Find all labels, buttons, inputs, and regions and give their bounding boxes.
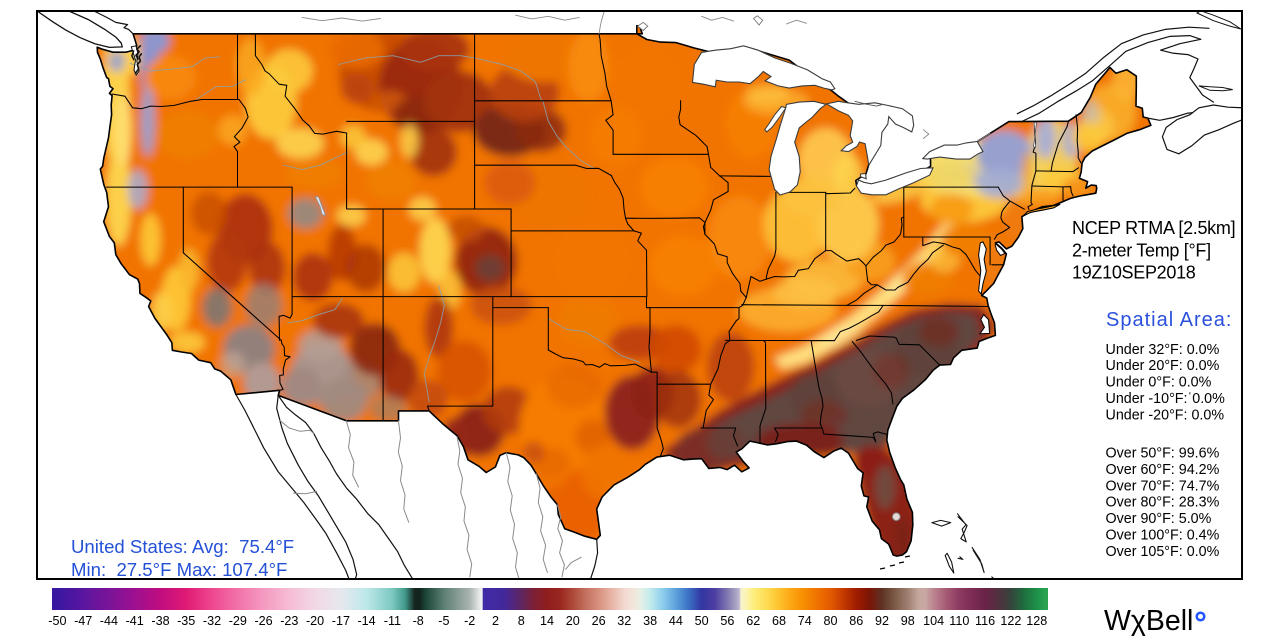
svg-text:-44: -44 bbox=[100, 614, 118, 628]
svg-text:44: 44 bbox=[669, 614, 683, 628]
svg-text:Under 0°F: 0.0%: Under 0°F: 0.0% bbox=[1106, 375, 1212, 391]
svg-text:32: 32 bbox=[617, 614, 631, 628]
svg-text:98: 98 bbox=[901, 614, 915, 628]
svg-text:Under -20°F: 0.0%: Under -20°F: 0.0% bbox=[1106, 407, 1225, 423]
svg-text:116: 116 bbox=[975, 614, 995, 628]
svg-text:14: 14 bbox=[540, 614, 554, 628]
svg-text:26: 26 bbox=[592, 614, 606, 628]
svg-text:Under 32°F: 0.0%: Under 32°F: 0.0% bbox=[1106, 342, 1220, 358]
svg-text:-32: -32 bbox=[203, 614, 221, 628]
svg-text:-2: -2 bbox=[464, 614, 475, 628]
svg-text:Under -10°F:ˈ0.0%: Under -10°F:ˈ0.0% bbox=[1106, 391, 1226, 407]
svg-text:-29: -29 bbox=[229, 614, 247, 628]
svg-text:-38: -38 bbox=[151, 614, 169, 628]
svg-text:128: 128 bbox=[1026, 614, 1047, 628]
svg-text:68: 68 bbox=[772, 614, 786, 628]
svg-text:122: 122 bbox=[1000, 614, 1021, 628]
svg-text:86: 86 bbox=[849, 614, 863, 628]
svg-text:2-meter Temp [°F]: 2-meter Temp [°F] bbox=[1072, 241, 1211, 261]
svg-text:-26: -26 bbox=[254, 614, 272, 628]
svg-text:8: 8 bbox=[518, 614, 525, 628]
svg-text:-8: -8 bbox=[413, 614, 424, 628]
svg-text:-11: -11 bbox=[384, 614, 401, 628]
svg-text:80: 80 bbox=[823, 614, 837, 628]
svg-text:Min: 27.5°F Max: 107.4°F: Min: 27.5°F Max: 107.4°F bbox=[71, 559, 287, 580]
svg-text:Over 60°F: 94.2%: Over 60°F: 94.2% bbox=[1106, 462, 1220, 478]
svg-text:-17: -17 bbox=[332, 614, 350, 628]
svg-text:104: 104 bbox=[923, 614, 944, 628]
svg-text:-23: -23 bbox=[280, 614, 298, 628]
svg-text:-47: -47 bbox=[74, 614, 92, 628]
svg-text:Spatial Area:: Spatial Area: bbox=[1106, 309, 1232, 331]
svg-text:-50: -50 bbox=[48, 614, 66, 628]
svg-text:19Z10SEP2018: 19Z10SEP2018 bbox=[1072, 263, 1196, 283]
svg-text:-5: -5 bbox=[438, 614, 449, 628]
svg-text:Over 105°F: 0.0%: Over 105°F: 0.0% bbox=[1106, 544, 1220, 560]
svg-text:2: 2 bbox=[492, 614, 499, 628]
svg-text:20: 20 bbox=[566, 614, 580, 628]
svg-text:-14: -14 bbox=[357, 614, 375, 628]
svg-text:Over 70°F: 74.7%: Over 70°F: 74.7% bbox=[1106, 478, 1220, 494]
svg-text:United States: Avg: 75.4°F: United States: Avg: 75.4°F bbox=[71, 536, 294, 557]
svg-text:Over 100°F: 0.4%: Over 100°F: 0.4% bbox=[1106, 528, 1220, 544]
svg-text:92: 92 bbox=[875, 614, 889, 628]
svg-text:Over 50°F: 99.6%: Over 50°F: 99.6% bbox=[1106, 446, 1220, 462]
svg-text:Under 20°F: 0.0%: Under 20°F: 0.0% bbox=[1106, 358, 1220, 374]
svg-text:NCEP RTMA [2.5km]: NCEP RTMA [2.5km] bbox=[1072, 218, 1235, 238]
svg-text:-35: -35 bbox=[177, 614, 195, 628]
svg-text:Over 90°F: 5.0%: Over 90°F: 5.0% bbox=[1106, 511, 1212, 527]
svg-text:Over 80°F: 28.3%: Over 80°F: 28.3% bbox=[1106, 495, 1220, 511]
svg-text:50: 50 bbox=[695, 614, 709, 628]
svg-text:62: 62 bbox=[746, 614, 760, 628]
svg-text:38: 38 bbox=[643, 614, 657, 628]
svg-text:WχBell: WχBell bbox=[1104, 605, 1193, 637]
svg-text:74: 74 bbox=[798, 614, 812, 628]
svg-text:-41: -41 bbox=[126, 614, 144, 628]
svg-text:110: 110 bbox=[949, 614, 969, 628]
svg-text:56: 56 bbox=[720, 614, 734, 628]
svg-text:-20: -20 bbox=[306, 614, 324, 628]
